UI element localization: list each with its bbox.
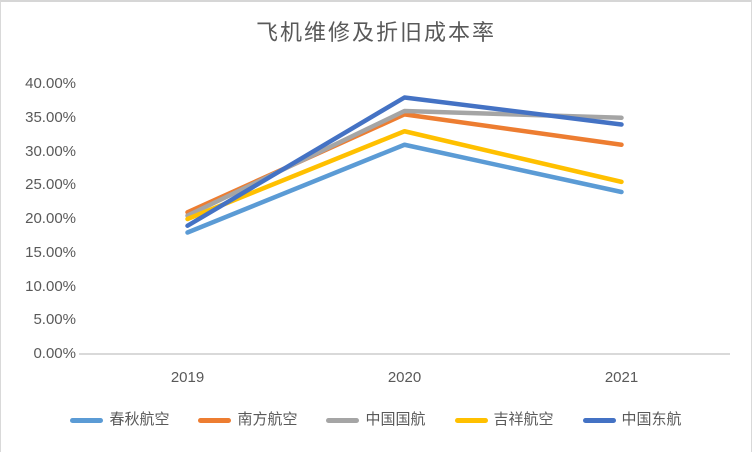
y-axis-tick-label: 30.00% — [25, 142, 76, 160]
x-axis-tick-label: 2019 — [170, 369, 205, 386]
series-line-3 — [185, 129, 624, 222]
y-axis-tick-label: 15.00% — [25, 243, 76, 261]
legend-item: 中国国航 — [326, 411, 426, 429]
legend-item-label: 中国东航 — [621, 412, 682, 428]
y-axis-tick-label: 25.00% — [25, 176, 76, 194]
series-line-0 — [185, 142, 624, 235]
legend-swatch — [326, 417, 360, 423]
legend-item: 吉祥航空 — [454, 411, 554, 429]
series-line-2 — [185, 108, 624, 218]
y-axis-tick-label: 40.00% — [25, 75, 76, 92]
series-line-4 — [185, 95, 624, 228]
legend-item-label: 南方航空 — [237, 412, 298, 428]
legend-swatch — [582, 417, 616, 423]
y-axis-tick-label: 5.00% — [33, 311, 76, 329]
y-axis-tick-label: 35.00% — [25, 108, 76, 126]
x-axis-line — [79, 353, 730, 355]
legend-item: 南方航空 — [198, 411, 297, 429]
legend-item-label: 中国国航 — [365, 412, 426, 428]
legend: 春秋航空 南方航空 中国国航 吉祥航空 中国东航 — [1, 411, 751, 429]
x-axis-tick-label: 2021 — [604, 369, 639, 386]
x-axis-tick-label: 2020 — [387, 369, 422, 386]
legend-item: 春秋航空 — [70, 411, 169, 429]
y-axis-tick-label: 20.00% — [25, 210, 76, 227]
legend-swatch — [70, 417, 104, 423]
legend-item-label: 春秋航空 — [109, 412, 170, 428]
legend-swatch — [454, 417, 488, 423]
legend-swatch — [198, 417, 232, 423]
legend-item: 中国东航 — [582, 411, 682, 429]
y-axis-tick-label: 10.00% — [25, 277, 76, 295]
legend-item-label: 吉祥航空 — [493, 412, 554, 428]
y-axis-tick-label: 0.00% — [33, 345, 76, 362]
chart-title: 飞机维修及折旧成本率 — [255, 20, 496, 45]
